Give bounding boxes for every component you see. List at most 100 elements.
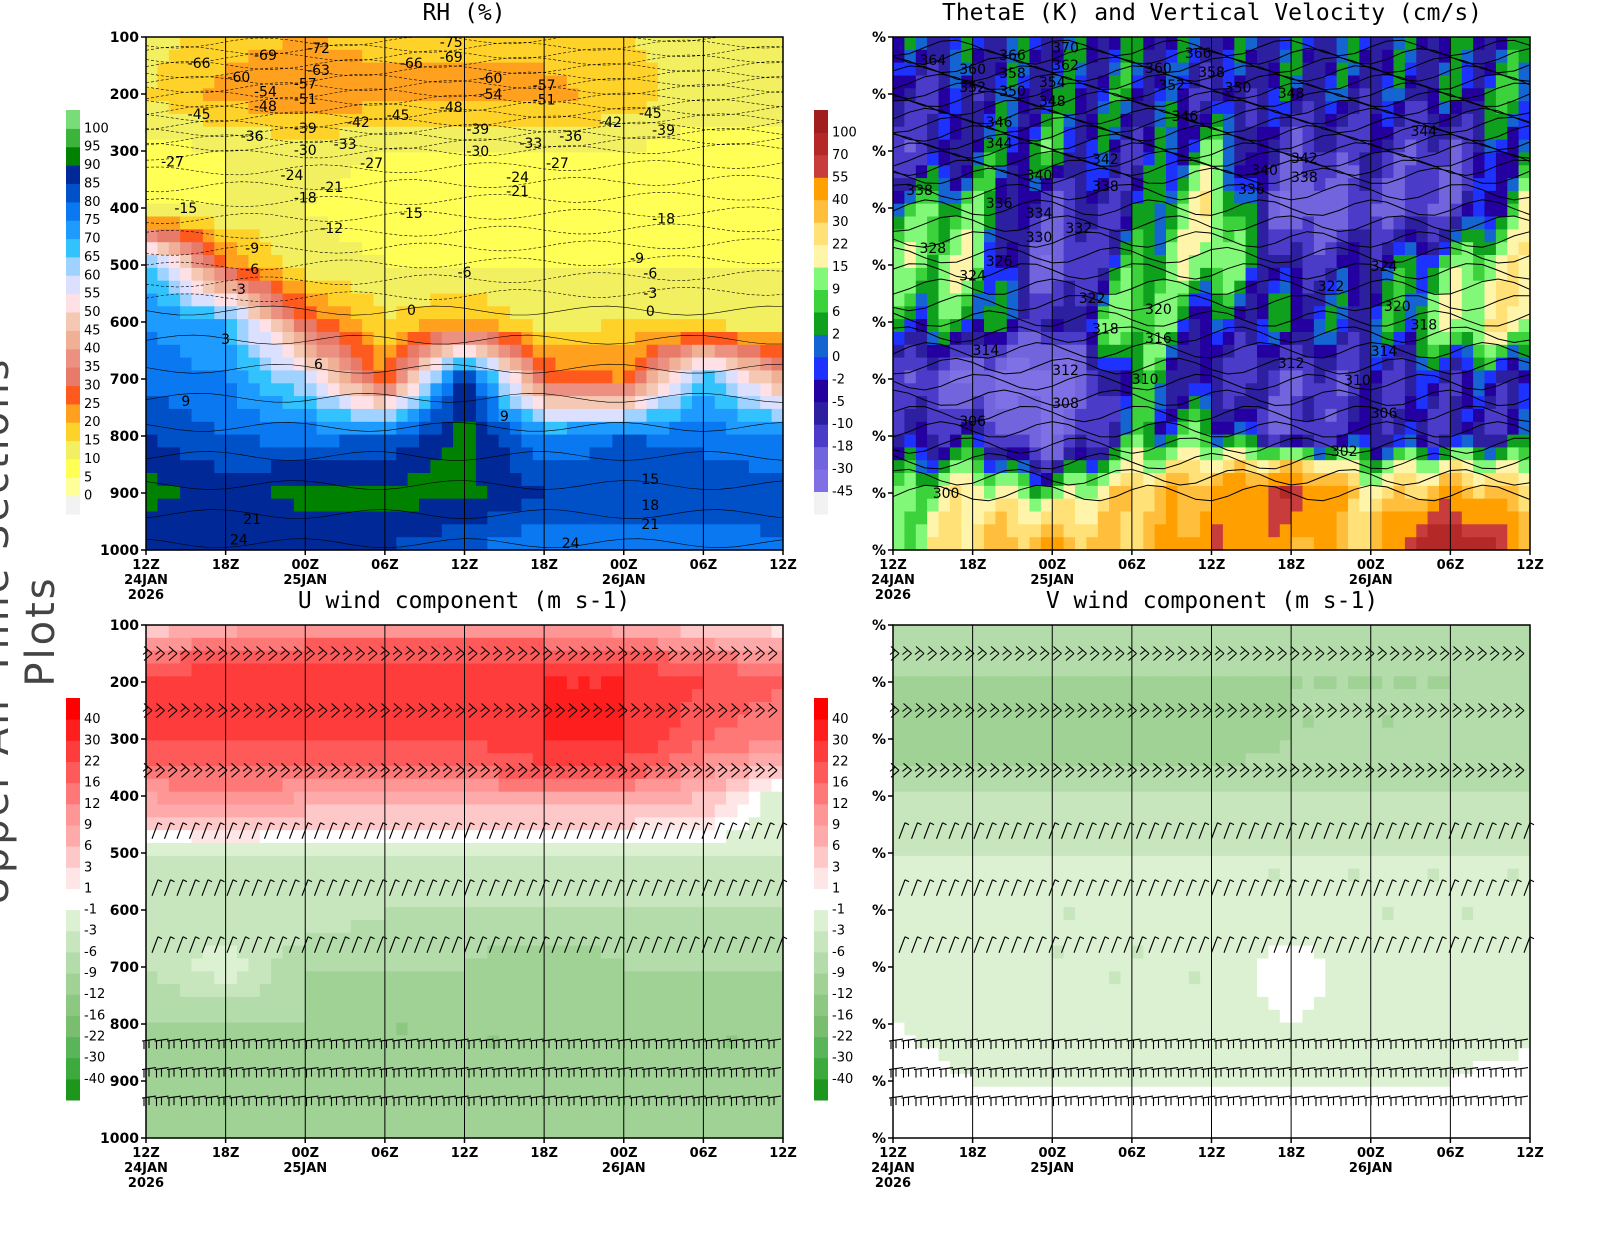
field-cell: [703, 49, 716, 64]
field-cell: [1257, 511, 1269, 525]
field-cell: [1120, 62, 1133, 76]
field-cell: [350, 370, 363, 384]
field-cell: [453, 498, 466, 513]
field-cell: [1200, 203, 1213, 218]
field-cell: [157, 408, 170, 423]
field-cell: [384, 152, 397, 166]
field-cell: [984, 460, 996, 474]
field-cell: [737, 229, 750, 243]
contour-label: -69: [254, 48, 277, 64]
field-cell: [237, 319, 249, 333]
field-cell: [1427, 216, 1440, 230]
field-cell: [521, 126, 534, 141]
field-cell: [927, 357, 940, 371]
field-cell: [271, 537, 284, 551]
field-cell: [692, 203, 704, 218]
field-cell: [1029, 190, 1042, 205]
field-cell: [328, 113, 340, 128]
field-cell: [1393, 139, 1406, 153]
field-cell: [1006, 434, 1019, 448]
field-cell: [1166, 165, 1178, 179]
field-cell: [510, 267, 522, 282]
field-cell: [498, 434, 511, 448]
field-cell: [1461, 511, 1474, 525]
field-cell: [214, 126, 227, 141]
field-cell: [407, 293, 420, 307]
field-cell: [350, 460, 363, 474]
field-cell: [191, 434, 204, 448]
field-cell: [1234, 216, 1247, 230]
field-cell: [1325, 524, 1338, 538]
field-cell: [464, 190, 477, 205]
contour-label: 306: [959, 414, 986, 430]
field-cell: [498, 203, 511, 218]
colorbar-label: 55: [832, 170, 849, 185]
field-cell: [305, 139, 318, 153]
field-cell: [1348, 280, 1360, 295]
field-cell: [1518, 396, 1531, 410]
field-cell: [927, 101, 940, 115]
field-cell: [384, 190, 397, 205]
field-cell: [760, 280, 773, 295]
field-cell: [938, 473, 951, 487]
field-cell: [498, 152, 511, 166]
field-cell: [1416, 255, 1429, 269]
field-cell: [168, 408, 181, 423]
field-cell: [521, 498, 534, 513]
field-cell: [995, 280, 1008, 295]
field-cell: [237, 216, 249, 230]
field-cell: [771, 190, 784, 205]
field-cell: [271, 242, 284, 256]
field-cell: [748, 370, 761, 384]
contour-label: 320: [1145, 302, 1172, 318]
field-cell: [737, 473, 750, 487]
field-cell: [157, 152, 170, 166]
field-cell: [487, 267, 500, 282]
field-cell: [760, 293, 773, 307]
field-cell: [915, 293, 928, 307]
field-cell: [692, 242, 704, 256]
field-cell: [949, 126, 962, 141]
field-cell: [305, 537, 318, 551]
field-cell: [646, 319, 659, 333]
field-cell: [1177, 203, 1190, 218]
field-cell: [771, 267, 784, 282]
field-cell: [748, 460, 761, 474]
field-cell: [1063, 101, 1076, 115]
field-cell: [1257, 178, 1269, 192]
field-cell: [248, 473, 261, 487]
field-cell: [1268, 88, 1281, 102]
field-cell: [475, 357, 488, 371]
field-cell: [373, 625, 386, 639]
field-cell: [498, 255, 511, 269]
field-cell: [1313, 267, 1326, 282]
field-cell: [904, 49, 917, 64]
field-cell: [646, 537, 659, 551]
field-cell: [1166, 396, 1178, 410]
field-cell: [1416, 216, 1429, 230]
field-cell: [680, 49, 693, 64]
field-cell: [168, 421, 181, 436]
field-cell: [328, 383, 340, 397]
field-cell: [748, 178, 761, 192]
field-cell: [984, 37, 996, 51]
field-cell: [475, 306, 488, 320]
field-cell: [714, 319, 727, 333]
field-cell: [487, 511, 500, 525]
field-cell: [384, 524, 397, 538]
field-cell: [510, 75, 522, 89]
field-cell: [475, 139, 488, 153]
field-cell: [441, 152, 454, 166]
field-cell: [893, 113, 905, 128]
field-cell: [259, 267, 272, 282]
field-cell: [703, 344, 716, 359]
field-cell: [373, 229, 386, 243]
field-cell: [1029, 267, 1042, 282]
field-cell: [430, 88, 443, 102]
field-cell: [623, 242, 636, 256]
field-cell: [1416, 280, 1429, 295]
field-cell: [510, 165, 522, 179]
field-cell: [157, 49, 170, 64]
field-cell: [669, 625, 682, 639]
contour-label: -6: [643, 266, 657, 282]
